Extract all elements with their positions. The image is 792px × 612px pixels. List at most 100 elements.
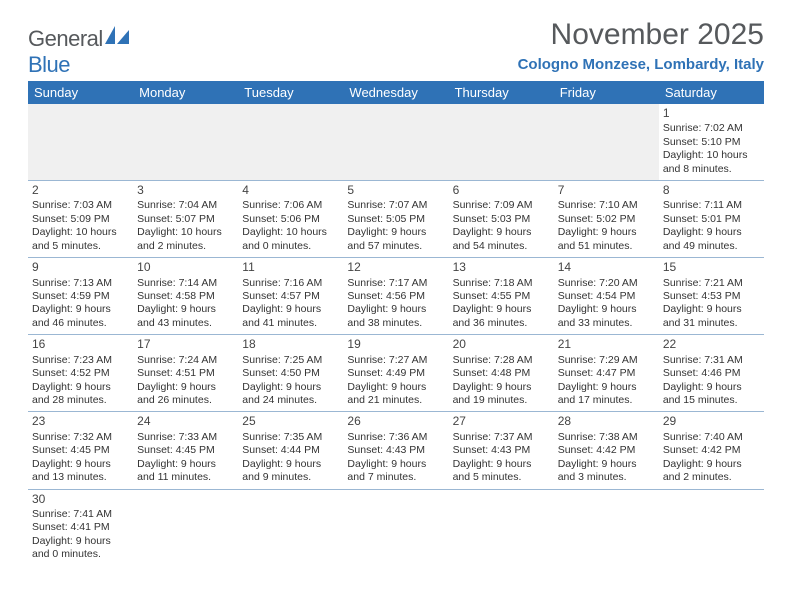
cell-line: Sunset: 4:57 PM bbox=[242, 290, 339, 303]
calendar-cell: 3Sunrise: 7:04 AMSunset: 5:07 PMDaylight… bbox=[133, 181, 238, 258]
calendar-cell bbox=[28, 104, 133, 181]
calendar-week-row: 9Sunrise: 7:13 AMSunset: 4:59 PMDaylight… bbox=[28, 258, 764, 335]
cell-line: Sunrise: 7:33 AM bbox=[137, 431, 234, 444]
cell-line: and 8 minutes. bbox=[663, 163, 760, 176]
cell-line: Sunrise: 7:32 AM bbox=[32, 431, 129, 444]
cell-line: Sunset: 4:54 PM bbox=[558, 290, 655, 303]
cell-line: Sunset: 4:52 PM bbox=[32, 367, 129, 380]
day-number: 25 bbox=[242, 414, 339, 429]
cell-line: Daylight: 9 hours bbox=[347, 303, 444, 316]
calendar-cell bbox=[343, 489, 448, 566]
cell-line: Sunset: 4:42 PM bbox=[558, 444, 655, 457]
day-header: Friday bbox=[554, 81, 659, 104]
cell-line: Sunrise: 7:04 AM bbox=[137, 199, 234, 212]
header-row: GeneralBlue November 2025 Cologno Monzes… bbox=[28, 18, 764, 79]
day-number: 23 bbox=[32, 414, 129, 429]
cell-line: and 28 minutes. bbox=[32, 394, 129, 407]
cell-line: Sunrise: 7:40 AM bbox=[663, 431, 760, 444]
cell-line: and 15 minutes. bbox=[663, 394, 760, 407]
cell-line: Sunset: 4:59 PM bbox=[32, 290, 129, 303]
cell-line: Daylight: 9 hours bbox=[32, 381, 129, 394]
cell-line: Sunset: 4:43 PM bbox=[453, 444, 550, 457]
calendar-week-row: 30Sunrise: 7:41 AMSunset: 4:41 PMDayligh… bbox=[28, 489, 764, 566]
day-header: Thursday bbox=[449, 81, 554, 104]
cell-line: and 43 minutes. bbox=[137, 317, 234, 330]
cell-line: Sunset: 4:53 PM bbox=[663, 290, 760, 303]
calendar-cell: 24Sunrise: 7:33 AMSunset: 4:45 PMDayligh… bbox=[133, 412, 238, 489]
cell-line: Sunrise: 7:38 AM bbox=[558, 431, 655, 444]
cell-line: and 49 minutes. bbox=[663, 240, 760, 253]
day-number: 9 bbox=[32, 260, 129, 275]
day-header: Wednesday bbox=[343, 81, 448, 104]
cell-line: Daylight: 9 hours bbox=[32, 303, 129, 316]
cell-line: Daylight: 9 hours bbox=[347, 381, 444, 394]
cell-line: and 17 minutes. bbox=[558, 394, 655, 407]
cell-line: Sunset: 4:51 PM bbox=[137, 367, 234, 380]
cell-line: Sunset: 5:09 PM bbox=[32, 213, 129, 226]
brand-logo: GeneralBlue bbox=[28, 24, 131, 78]
cell-line: and 2 minutes. bbox=[663, 471, 760, 484]
calendar-cell bbox=[659, 489, 764, 566]
cell-line: Sunrise: 7:27 AM bbox=[347, 354, 444, 367]
day-number: 28 bbox=[558, 414, 655, 429]
cell-line: and 54 minutes. bbox=[453, 240, 550, 253]
cell-line: Sunrise: 7:24 AM bbox=[137, 354, 234, 367]
calendar-cell: 13Sunrise: 7:18 AMSunset: 4:55 PMDayligh… bbox=[449, 258, 554, 335]
cell-line: Daylight: 9 hours bbox=[663, 303, 760, 316]
cell-line: Sunrise: 7:20 AM bbox=[558, 277, 655, 290]
title-block: November 2025 Cologno Monzese, Lombardy,… bbox=[518, 18, 764, 79]
cell-line: and 51 minutes. bbox=[558, 240, 655, 253]
cell-line: Daylight: 9 hours bbox=[32, 458, 129, 471]
calendar-cell bbox=[449, 489, 554, 566]
cell-line: and 19 minutes. bbox=[453, 394, 550, 407]
cell-line: Sunrise: 7:03 AM bbox=[32, 199, 129, 212]
cell-line: and 2 minutes. bbox=[137, 240, 234, 253]
cell-line: Sunrise: 7:02 AM bbox=[663, 122, 760, 135]
day-number: 20 bbox=[453, 337, 550, 352]
cell-line: Daylight: 10 hours bbox=[137, 226, 234, 239]
calendar-cell: 26Sunrise: 7:36 AMSunset: 4:43 PMDayligh… bbox=[343, 412, 448, 489]
cell-line: Daylight: 9 hours bbox=[137, 381, 234, 394]
day-header-row: Sunday Monday Tuesday Wednesday Thursday… bbox=[28, 81, 764, 104]
day-number: 17 bbox=[137, 337, 234, 352]
day-number: 14 bbox=[558, 260, 655, 275]
location-text: Cologno Monzese, Lombardy, Italy bbox=[518, 56, 764, 73]
cell-line: Daylight: 9 hours bbox=[347, 226, 444, 239]
cell-line: Daylight: 9 hours bbox=[137, 303, 234, 316]
cell-line: Sunset: 5:02 PM bbox=[558, 213, 655, 226]
calendar-week-row: 1Sunrise: 7:02 AMSunset: 5:10 PMDaylight… bbox=[28, 104, 764, 181]
calendar-cell: 2Sunrise: 7:03 AMSunset: 5:09 PMDaylight… bbox=[28, 181, 133, 258]
cell-line: Sunset: 4:42 PM bbox=[663, 444, 760, 457]
cell-line: Daylight: 9 hours bbox=[663, 226, 760, 239]
cell-line: and 33 minutes. bbox=[558, 317, 655, 330]
cell-line: Sunrise: 7:07 AM bbox=[347, 199, 444, 212]
day-number: 10 bbox=[137, 260, 234, 275]
cell-line: Sunset: 4:44 PM bbox=[242, 444, 339, 457]
brand-text-2: Blue bbox=[28, 52, 70, 77]
calendar-cell: 22Sunrise: 7:31 AMSunset: 4:46 PMDayligh… bbox=[659, 335, 764, 412]
calendar-cell: 28Sunrise: 7:38 AMSunset: 4:42 PMDayligh… bbox=[554, 412, 659, 489]
calendar-cell: 6Sunrise: 7:09 AMSunset: 5:03 PMDaylight… bbox=[449, 181, 554, 258]
day-number: 24 bbox=[137, 414, 234, 429]
day-number: 18 bbox=[242, 337, 339, 352]
cell-line: Sunset: 4:50 PM bbox=[242, 367, 339, 380]
cell-line: Sunset: 5:05 PM bbox=[347, 213, 444, 226]
day-number: 21 bbox=[558, 337, 655, 352]
cell-line: Daylight: 9 hours bbox=[558, 381, 655, 394]
calendar-cell: 30Sunrise: 7:41 AMSunset: 4:41 PMDayligh… bbox=[28, 489, 133, 566]
day-number: 19 bbox=[347, 337, 444, 352]
calendar-cell: 25Sunrise: 7:35 AMSunset: 4:44 PMDayligh… bbox=[238, 412, 343, 489]
calendar-cell bbox=[343, 104, 448, 181]
cell-line: Sunrise: 7:35 AM bbox=[242, 431, 339, 444]
day-header: Saturday bbox=[659, 81, 764, 104]
cell-line: Daylight: 9 hours bbox=[663, 381, 760, 394]
cell-line: Daylight: 9 hours bbox=[242, 303, 339, 316]
cell-line: and 38 minutes. bbox=[347, 317, 444, 330]
cell-line: Sunset: 5:07 PM bbox=[137, 213, 234, 226]
calendar-cell bbox=[133, 104, 238, 181]
cell-line: Sunrise: 7:10 AM bbox=[558, 199, 655, 212]
cell-line: Sunset: 4:48 PM bbox=[453, 367, 550, 380]
cell-line: Sunrise: 7:36 AM bbox=[347, 431, 444, 444]
calendar-cell: 23Sunrise: 7:32 AMSunset: 4:45 PMDayligh… bbox=[28, 412, 133, 489]
day-number: 13 bbox=[453, 260, 550, 275]
